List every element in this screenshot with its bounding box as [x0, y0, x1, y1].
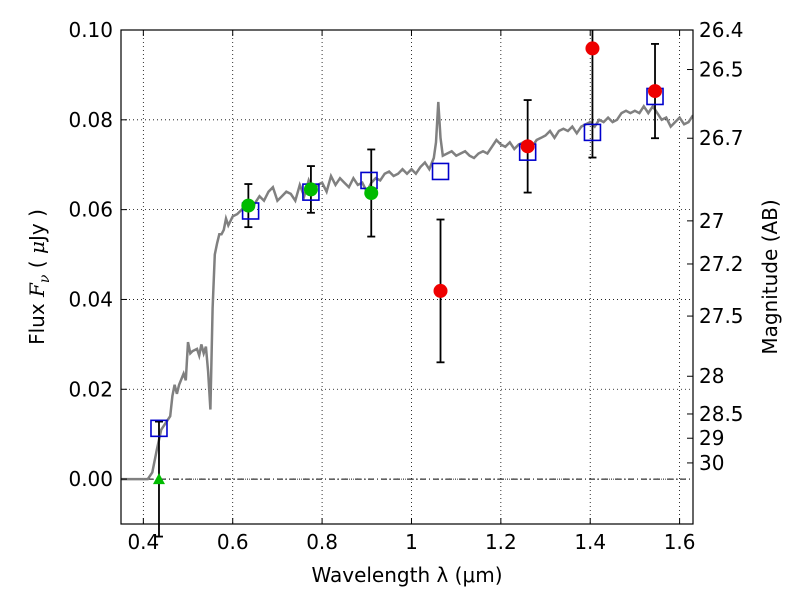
y-axis-ticks: 0.00 0.02 0.04 0.06 0.08 0.10 [68, 18, 127, 491]
observed-points [152, 41, 663, 485]
magnitude-tick-label: 26.5 [699, 58, 744, 82]
model-point-square [150, 419, 168, 438]
magnitude-tick-label: 30 [699, 451, 724, 475]
x-tick-label: 0.8 [306, 530, 338, 554]
model-point-square [431, 162, 450, 181]
model-spectrum-layer [121, 101, 693, 481]
y-axis-label-symbol: F [25, 282, 49, 298]
model-point-square [583, 123, 602, 142]
magnitude-tick-label: 28.5 [699, 402, 744, 426]
magnitude-tick-label: 27.5 [699, 304, 744, 328]
observed-point [648, 84, 663, 99]
y-tick-label: 0.02 [68, 377, 113, 401]
observed-point [520, 139, 535, 154]
x-tick-label: 0.6 [217, 530, 249, 554]
observed-point [585, 41, 600, 56]
observed-point [433, 283, 448, 298]
y-tick-label: 0.10 [68, 18, 113, 42]
y-tick-label: 0.06 [68, 198, 113, 222]
x-tick-label: 1.4 [574, 530, 606, 554]
right-axis-label: Magnitude (AB) [758, 199, 782, 354]
magnitude-tick-label: 27.2 [699, 252, 744, 276]
y-axis-label: Flux Fν ( μJy ) [25, 209, 53, 345]
x-tick-label: 1.6 [664, 530, 696, 554]
y-tick-label: 0.04 [68, 287, 113, 311]
y-axis-label-unit-symbol: μ [25, 241, 49, 254]
magnitude-tick-label: 27 [699, 209, 724, 233]
observed-point [364, 186, 379, 201]
plot-frame [120, 29, 694, 525]
y-axis-label-prefix: Flux [25, 297, 49, 345]
model-spectrum-line [121, 101, 693, 481]
magnitude-tick-label: 26.4 [699, 18, 744, 42]
x-tick-label: 1 [405, 530, 418, 554]
x-axis-ticks: 0.4 0.6 0.8 1 1.2 1.4 1.6 [127, 30, 696, 554]
y-tick-label: 0.08 [68, 108, 113, 132]
y-tick-label: 0.00 [68, 467, 113, 491]
y-axis-label-unit-text: Jy ) [25, 209, 49, 243]
x-tick-label: 0.4 [127, 530, 159, 554]
observed-point-triangle [152, 473, 165, 485]
observed-point [303, 182, 318, 197]
y-axis-label-subscript: ν [37, 274, 53, 283]
magnitude-tick-label: 29 [699, 426, 724, 450]
x-tick-label: 1.2 [485, 530, 517, 554]
y-axis-label-open: ( [25, 254, 49, 275]
x-axis-label: Wavelength λ (μm) [311, 563, 502, 587]
observed-point [241, 198, 256, 213]
magnitude-tick-label: 28 [699, 364, 724, 388]
plot-background [121, 30, 693, 524]
magnitude-tick-label: 26.7 [699, 126, 744, 150]
